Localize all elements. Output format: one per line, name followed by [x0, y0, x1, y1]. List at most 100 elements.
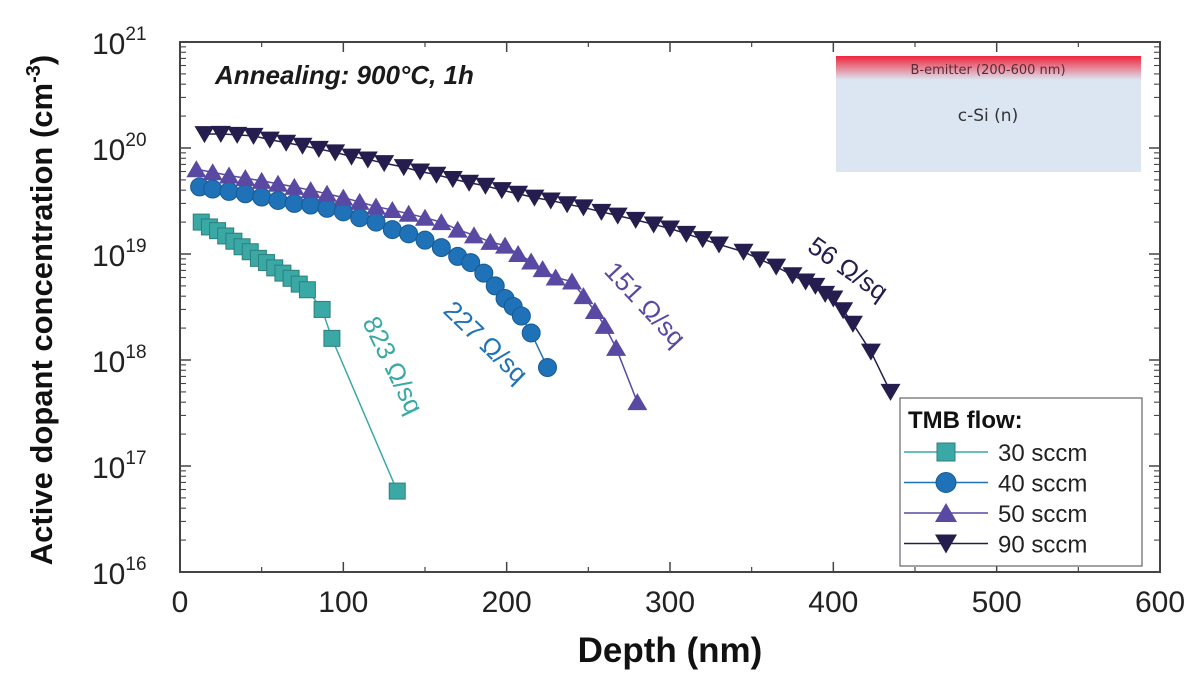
data-point — [235, 169, 256, 187]
y-tick-label: 1020 — [92, 130, 147, 167]
data-point — [219, 181, 239, 201]
series-line — [204, 133, 892, 393]
data-point — [259, 131, 280, 149]
y-axis-label-text: Active dopant concentration (cm — [24, 83, 59, 565]
data-point — [393, 159, 414, 177]
x-tick-label: 0 — [172, 586, 189, 619]
data-point — [202, 163, 223, 181]
data-point — [252, 187, 272, 207]
legend: TMB flow: 30 sccm 40 sccm 50 sccm 90 sccm — [899, 397, 1143, 567]
legend-title: TMB flow: — [908, 407, 1023, 434]
y-tick-label: 1017 — [92, 448, 147, 485]
data-point — [464, 226, 484, 244]
data-point — [325, 144, 346, 162]
data-point — [562, 272, 582, 290]
data-point — [341, 148, 362, 166]
x-tick-label: 600 — [1135, 586, 1185, 619]
data-point — [203, 179, 223, 199]
data-point — [313, 300, 331, 318]
data-point — [276, 134, 297, 152]
y-axis-label-close: ) — [24, 55, 59, 65]
x-tick-label: 500 — [972, 586, 1022, 619]
data-point — [186, 160, 207, 178]
inset-schematic: B-emitter (200-600 nm) c-Si (n) — [836, 56, 1141, 172]
data-point — [511, 306, 531, 326]
y-tick-exponent: 19 — [125, 236, 146, 257]
y-tick-base: 10 — [92, 346, 125, 379]
legend-item: 90 sccm — [904, 532, 1087, 559]
data-point — [584, 301, 605, 319]
data-point — [415, 230, 435, 250]
data-point — [442, 170, 463, 188]
data-point — [842, 315, 863, 333]
data-point — [521, 323, 541, 343]
data-point — [415, 208, 435, 226]
y-tick-exponent: 16 — [125, 554, 146, 575]
data-point — [243, 127, 264, 145]
data-point — [366, 197, 386, 215]
data-point — [350, 208, 370, 228]
y-tick-label: 1019 — [92, 236, 147, 273]
series-label-90-sccm: 56 Ω/sq — [803, 230, 894, 306]
data-point — [382, 201, 403, 219]
annealing-annotation: Annealing: 900°C, 1h — [214, 60, 474, 90]
y-tick-base: 10 — [92, 558, 125, 591]
data-point — [284, 177, 305, 195]
data-point — [292, 137, 313, 155]
data-point — [357, 151, 378, 169]
series-line — [200, 221, 398, 492]
y-tick-exponent: 20 — [125, 130, 146, 151]
data-point — [308, 140, 329, 158]
data-point — [782, 267, 803, 285]
legend-marker-square-icon — [936, 442, 956, 462]
legend-label: 40 sccm — [998, 471, 1087, 498]
y-tick-label: 1018 — [92, 342, 147, 379]
legend-item: 50 sccm — [904, 501, 1087, 528]
data-point — [538, 357, 557, 377]
series-90-sccm — [194, 125, 901, 401]
y-tick-base: 10 — [92, 240, 125, 273]
series-50-sccm — [186, 160, 648, 411]
data-point — [766, 258, 787, 276]
x-tick-label: 300 — [645, 586, 695, 619]
series-30-sccm — [192, 213, 406, 500]
legend-label: 30 sccm — [998, 440, 1087, 467]
series-label-50-sccm: 151 Ω/sq — [599, 256, 692, 353]
data-point — [524, 189, 545, 207]
data-point — [410, 163, 431, 181]
inset-emitter-layer — [836, 56, 1141, 80]
legend-items: 30 sccm 40 sccm 50 sccm 90 sccm — [904, 440, 1087, 559]
data-point — [627, 393, 648, 411]
data-point — [219, 166, 239, 184]
data-point — [461, 253, 481, 273]
data-point — [251, 171, 272, 189]
y-axis-label: Active dopant concentration (cm-3) — [23, 55, 59, 565]
series-40-sccm — [190, 177, 557, 377]
y-tick-label: 1016 — [92, 554, 147, 591]
data-point — [485, 276, 505, 296]
data-point — [398, 204, 419, 222]
data-point — [508, 245, 529, 262]
data-point — [880, 383, 901, 401]
data-point — [480, 232, 501, 250]
data-point — [317, 198, 337, 218]
data-point — [349, 192, 370, 210]
data-point — [210, 125, 231, 143]
data-point — [607, 207, 628, 225]
data-point — [540, 192, 561, 210]
data-point — [676, 225, 697, 243]
data-point — [557, 196, 578, 214]
y-tick-base: 10 — [92, 28, 125, 61]
x-axis-label: Depth (nm) — [578, 631, 763, 670]
data-point — [709, 236, 729, 254]
inset-substrate-label: c-Si (n) — [958, 106, 1018, 126]
data-point — [508, 185, 529, 203]
data-series — [186, 125, 901, 500]
data-point — [284, 193, 304, 213]
data-point — [227, 126, 248, 144]
data-point — [823, 290, 844, 308]
legend-marker-circle-icon — [935, 472, 957, 493]
data-point — [532, 260, 553, 278]
legend-marker-triangle-up-icon — [935, 503, 957, 522]
data-point — [323, 329, 341, 347]
